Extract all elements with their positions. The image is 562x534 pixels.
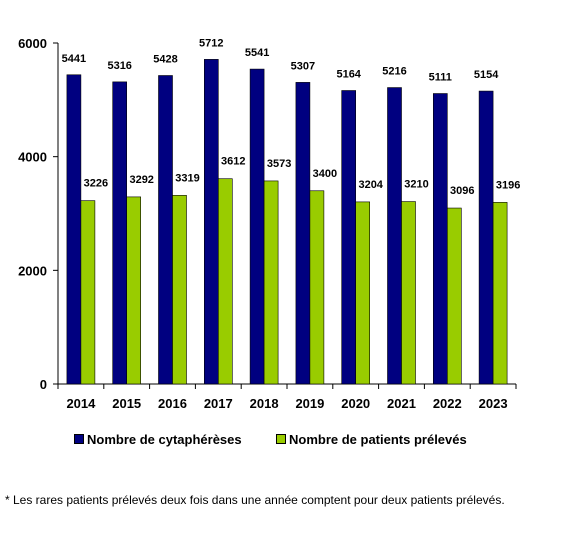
bar-cytaphereses: [204, 59, 219, 385]
bar-patients: [263, 180, 279, 385]
legend-swatch-patients: [276, 434, 286, 444]
y-tick-label: 2000: [18, 263, 47, 278]
bar-cytaphereses: [112, 81, 127, 385]
data-label: 3196: [496, 179, 520, 191]
legend-label-cytaphereses: Nombre de cytaphérèses: [87, 431, 242, 447]
data-label: 5441: [62, 53, 86, 65]
bar-patients: [80, 200, 96, 385]
data-label: 5154: [474, 69, 499, 81]
bar-cytaphereses: [478, 90, 494, 385]
bar-patients: [446, 207, 462, 385]
data-label: 5428: [153, 54, 177, 66]
bar-patients: [218, 178, 233, 385]
x-tick-label: 2020: [341, 396, 370, 411]
bar-patients: [126, 196, 141, 385]
bar-cytaphereses: [295, 82, 311, 385]
data-label: 5712: [199, 37, 223, 49]
y-tick-label: 0: [40, 377, 47, 392]
data-label: 3319: [175, 172, 199, 184]
x-tick-label: 2019: [295, 396, 324, 411]
x-tick-label: 2016: [158, 396, 187, 411]
x-tick-label: 2023: [479, 396, 508, 411]
legend-swatch-cytaphereses: [74, 434, 84, 444]
bar-cytaphereses: [158, 75, 173, 385]
x-tick-label: 2022: [433, 396, 462, 411]
x-tick-label: 2014: [66, 396, 96, 411]
data-label: 5164: [336, 69, 361, 81]
y-tick-label: 4000: [18, 150, 47, 165]
data-label: 5541: [245, 47, 269, 59]
legend-label-patients: Nombre de patients prélevés: [289, 431, 467, 447]
data-label: 5316: [107, 60, 131, 72]
x-tick-label: 2018: [250, 396, 279, 411]
data-label: 3210: [404, 179, 428, 191]
bar-cytaphereses: [66, 74, 82, 385]
bar-patients: [172, 195, 187, 385]
legend-item-cytaphereses: Nombre de cytaphérèses: [74, 429, 242, 449]
data-label: 3400: [313, 168, 337, 180]
data-label: 3096: [450, 185, 474, 197]
bar-cytaphereses: [341, 90, 357, 385]
x-tick-label: 2017: [204, 396, 233, 411]
bar-cytaphereses: [387, 87, 402, 385]
bar-patients: [492, 202, 508, 385]
bar-cytaphereses: [249, 68, 265, 385]
bar-cytaphereses: [432, 93, 448, 385]
footnote: * Les rares patients prélevés deux fois …: [5, 493, 505, 507]
x-tick-label: 2021: [387, 396, 416, 411]
bar-patients: [401, 201, 416, 385]
data-label: 3204: [358, 179, 383, 191]
legend-item-patients: Nombre de patients prélevés: [276, 429, 467, 449]
data-label: 5111: [429, 72, 452, 84]
x-tick-label: 2015: [112, 396, 141, 411]
y-tick-label: 6000: [18, 36, 47, 51]
chart-marks: 0 2000 4000 6000 2014 5441 3226 2015 5316 3292 201…: [18, 36, 520, 411]
legend: Nombre de cytaphérèses Nombre de patient…: [0, 429, 562, 449]
data-label: 3292: [129, 174, 153, 186]
bar-patients: [309, 190, 325, 385]
bar-patients: [355, 201, 371, 385]
data-label: 3573: [267, 158, 291, 170]
data-label: 5216: [382, 66, 406, 78]
data-label: 3612: [221, 156, 245, 168]
bar-chart: 0 2000 4000 6000 2014 5441 3226 2015 5316 3292 201…: [18, 36, 520, 411]
data-label: 3226: [84, 178, 108, 190]
data-label: 5307: [291, 60, 315, 72]
